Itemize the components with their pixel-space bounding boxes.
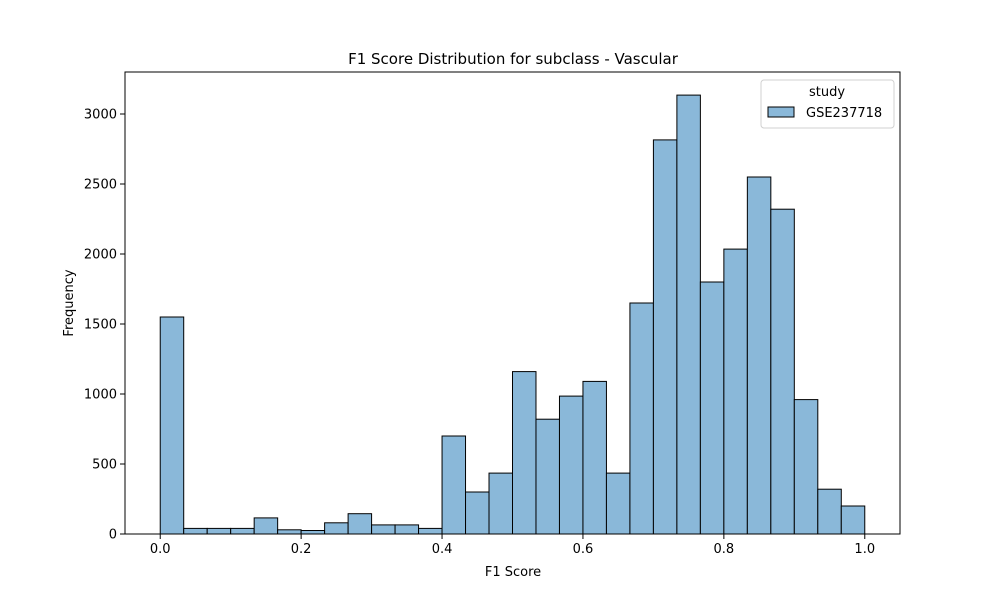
y-tick-label: 3000 — [84, 108, 117, 123]
histogram-bar — [441, 435, 467, 535]
y-tick-label: 500 — [92, 458, 117, 473]
y-tick-label: 0 — [109, 528, 117, 543]
histogram-bar — [465, 491, 490, 535]
histogram-bar — [371, 524, 396, 535]
bars-group — [159, 94, 866, 535]
legend: study GSE237718 — [760, 79, 895, 129]
x-tick-label: 0.4 — [432, 542, 453, 557]
histogram-bar — [512, 371, 537, 535]
histogram-bar — [347, 513, 373, 535]
x-tick-label: 1.0 — [854, 542, 875, 557]
histogram-bar — [840, 505, 866, 535]
plot-frame — [124, 71, 901, 535]
x-tick-label: 0.8 — [714, 542, 735, 557]
histogram-bar — [699, 281, 725, 535]
histogram-bar — [418, 527, 443, 535]
histogram-bar — [277, 529, 302, 535]
histogram-bar — [770, 208, 795, 535]
histogram-bar — [629, 302, 654, 535]
legend-swatch — [767, 106, 795, 118]
histogram-bar — [206, 527, 232, 535]
histogram-bar — [300, 530, 326, 535]
histogram-bar — [793, 399, 819, 535]
y-tick-label: 1500 — [84, 318, 117, 333]
histogram-bar — [253, 517, 279, 535]
y-axis: 0 500 1000 1500 2000 2500 3000 — [84, 108, 125, 543]
histogram-bar — [582, 380, 607, 535]
histogram-bar — [488, 472, 513, 535]
histogram-bar — [605, 472, 631, 535]
histogram-bar — [652, 139, 678, 535]
histogram-bar — [159, 316, 185, 535]
legend-entry-label: GSE237718 — [806, 106, 882, 121]
x-tick-label: 0.6 — [573, 542, 594, 557]
histogram-bar — [723, 248, 748, 535]
histogram-bar — [558, 395, 584, 535]
x-axis: 0.0 0.2 0.4 0.6 0.8 1.0 — [150, 534, 875, 557]
y-tick-label: 2500 — [84, 178, 117, 193]
chart-title: F1 Score Distribution for subclass - Vas… — [348, 50, 679, 68]
histogram-bar — [746, 176, 772, 535]
y-tick-label: 1000 — [84, 388, 117, 403]
x-tick-label: 0.0 — [150, 542, 171, 557]
y-axis-label: Frequency — [62, 269, 77, 336]
histogram-bar — [230, 527, 255, 535]
histogram-bar — [394, 524, 420, 535]
histogram-bar — [535, 418, 560, 535]
y-tick-label: 2000 — [84, 248, 117, 263]
x-tick-label: 0.2 — [291, 542, 312, 557]
histogram-bar — [183, 527, 208, 535]
histogram-bar — [676, 94, 701, 535]
histogram-bar — [324, 522, 349, 535]
x-axis-label: F1 Score — [485, 565, 541, 580]
histogram-bar — [817, 488, 842, 535]
legend-title: study — [809, 85, 845, 100]
